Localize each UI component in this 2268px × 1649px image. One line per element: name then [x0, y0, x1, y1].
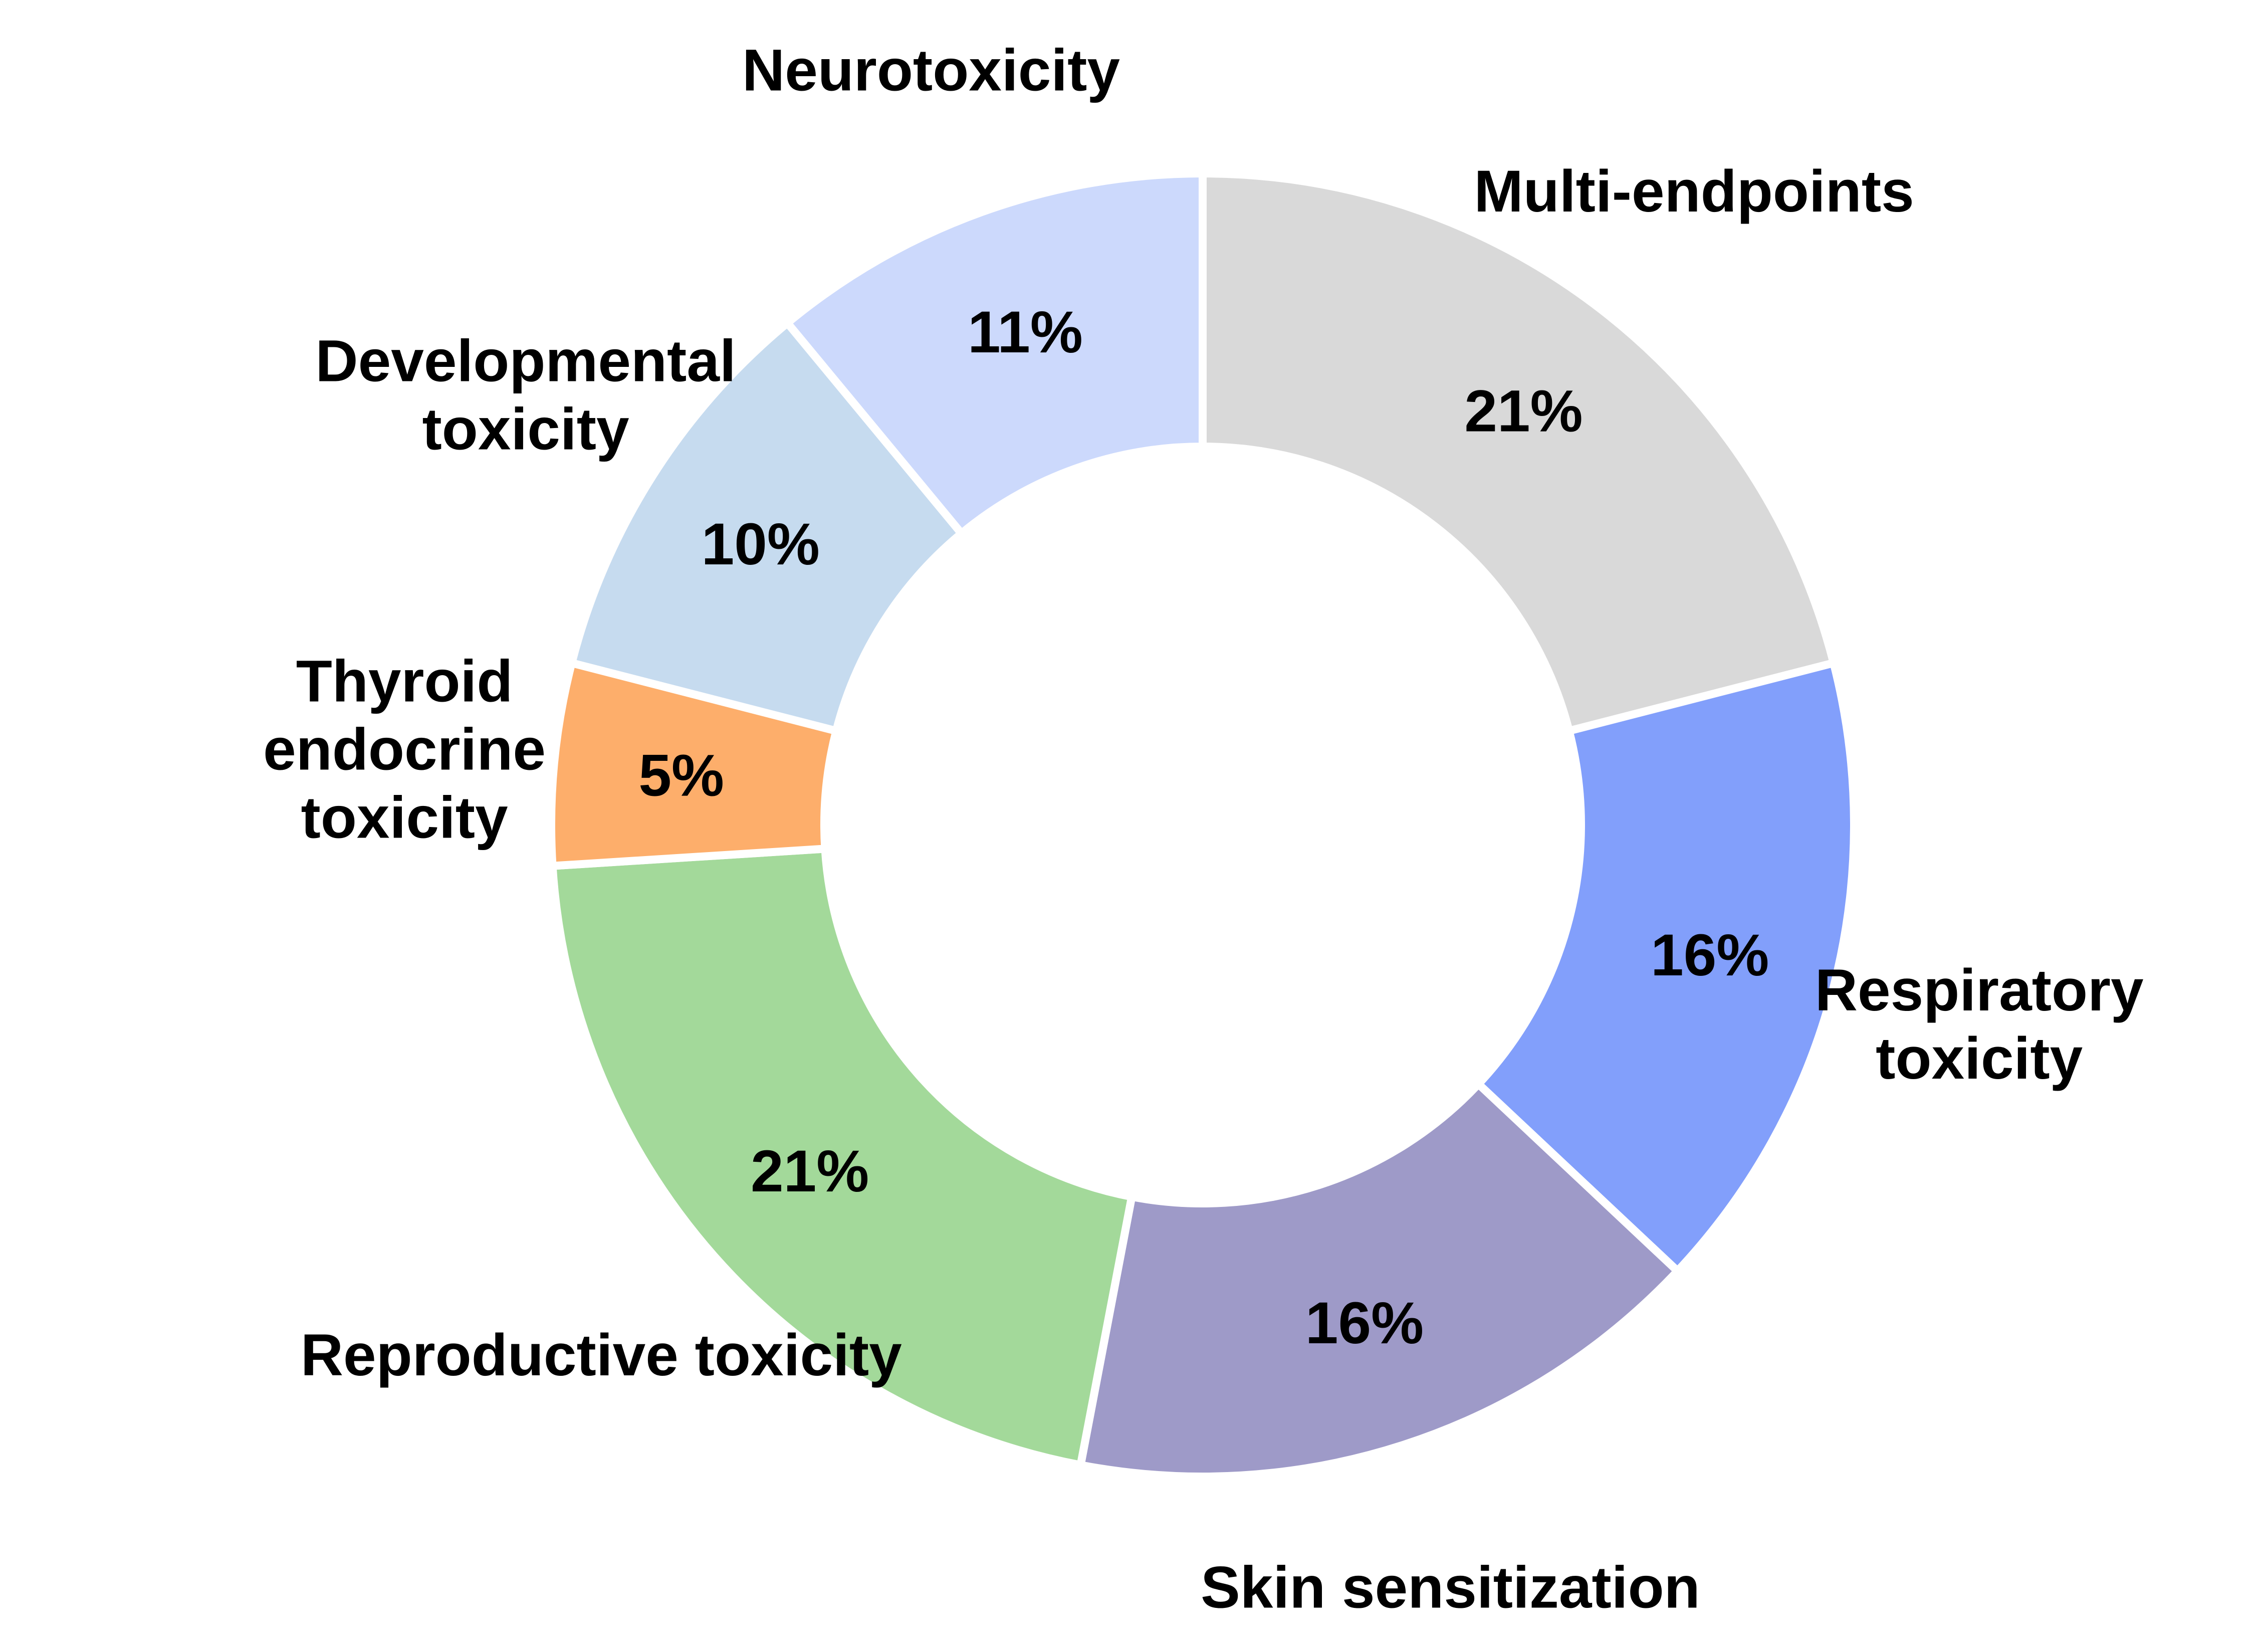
slice-developmental-toxicity	[567, 317, 968, 736]
value-label-skin-sensitization: 16%	[1305, 1290, 1424, 1356]
slices-layer	[547, 169, 1859, 1481]
category-label-line: Respiratory	[1815, 957, 2144, 1023]
value-labels-layer: 21% 16% 16% 21% 5% 10% 11%	[638, 299, 1769, 1356]
value-label-developmental-toxicity: 10%	[702, 511, 820, 577]
category-label-line: toxicity	[301, 784, 508, 851]
category-label-line: Neurotoxicity	[742, 38, 1120, 104]
category-label-line: Thyroid	[296, 648, 513, 714]
slice-respiratory-toxicity	[1473, 658, 1859, 1277]
value-label-multi-endpoints: 21%	[1464, 378, 1582, 444]
slice-multi-endpoints	[1199, 169, 1839, 736]
value-label-neurotoxicity: 11%	[968, 299, 1083, 365]
category-label-line: Developmental	[315, 328, 736, 394]
category-label-neurotoxicity: Neurotoxicity	[742, 38, 1120, 104]
value-label-thyroid-endocrine-toxicity: 5%	[638, 743, 724, 809]
category-label-line: toxicity	[1876, 1025, 2083, 1092]
category-label-developmental-toxicity: Developmental toxicity	[315, 328, 736, 463]
category-label-respiratory-toxicity: Respiratory toxicity	[1815, 957, 2144, 1092]
category-label-skin-sensitization: Skin sensitization	[1201, 1555, 1700, 1621]
category-label-reproductive-toxicity: Reproductive toxicity	[301, 1322, 902, 1388]
slice-skin-sensitization	[1076, 1078, 1683, 1481]
category-label-line: endocrine	[263, 716, 546, 782]
category-label-multi-endpoints: Multi-endpoints	[1474, 158, 1914, 225]
value-label-reproductive-toxicity: 21%	[751, 1138, 869, 1204]
category-label-line: Reproductive toxicity	[301, 1322, 902, 1388]
category-label-line: Multi-endpoints	[1474, 158, 1914, 225]
category-label-line: toxicity	[422, 396, 629, 463]
category-label-line: Skin sensitization	[1201, 1555, 1700, 1621]
category-label-thyroid-endocrine-toxicity: Thyroid endocrine toxicity	[263, 648, 546, 851]
slice-neurotoxicity	[782, 169, 1207, 539]
slice-reproductive-toxicity	[548, 844, 1137, 1470]
value-label-respiratory-toxicity: 16%	[1651, 922, 1769, 988]
